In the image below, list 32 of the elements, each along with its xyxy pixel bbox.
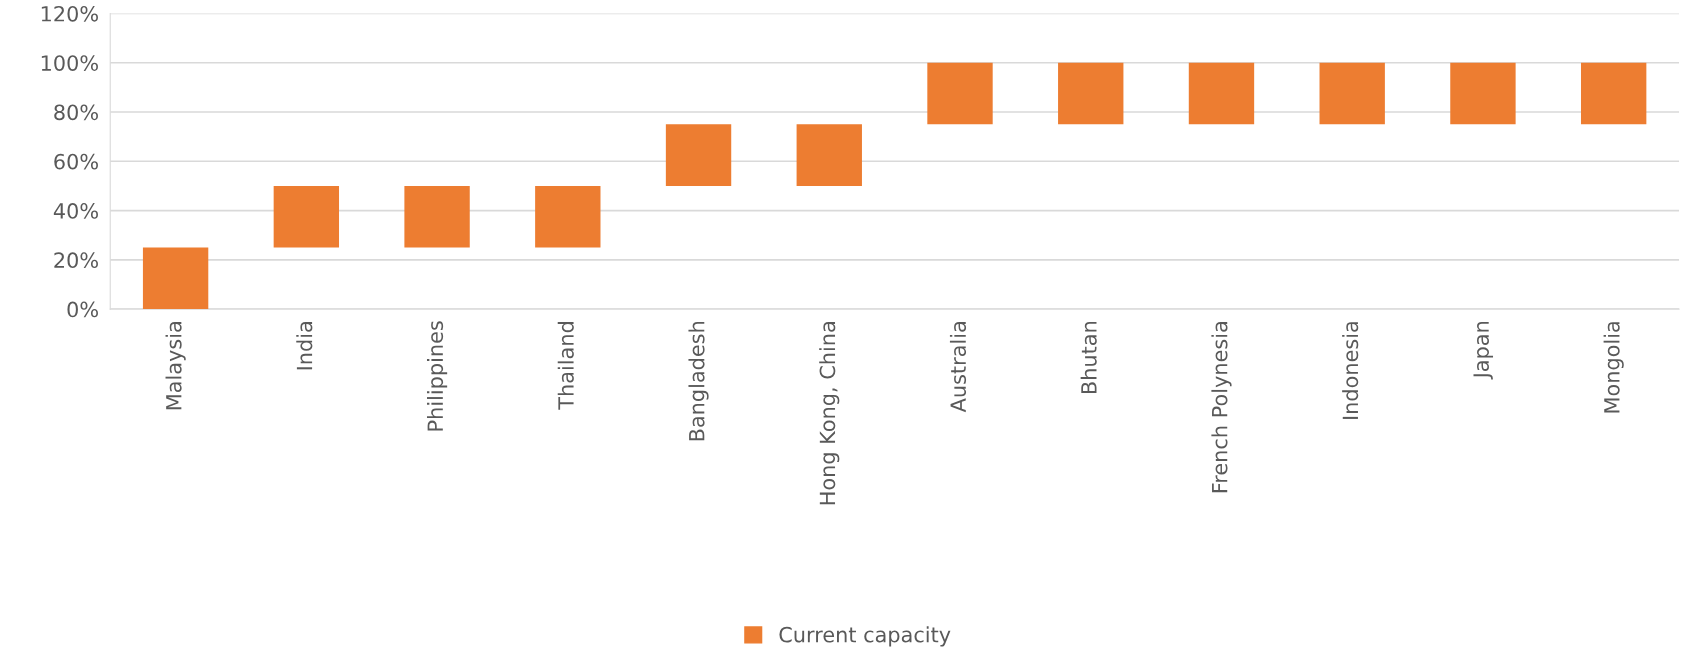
x-tick-label: Hong Kong, China bbox=[819, 322, 840, 505]
bar bbox=[1580, 62, 1647, 125]
x-tick-label: Japan bbox=[1473, 322, 1494, 380]
x-tick-label: Indonesia bbox=[1342, 322, 1359, 419]
bar bbox=[273, 185, 340, 248]
x-tick-label: Bangladesh bbox=[688, 322, 709, 441]
bar bbox=[1319, 62, 1385, 125]
y-tick-label: 40% bbox=[53, 203, 98, 219]
bar bbox=[1450, 62, 1516, 125]
legend-label: Current capacity bbox=[779, 626, 951, 647]
x-tick-label: India bbox=[296, 322, 313, 370]
y-tick-label: 120% bbox=[41, 5, 98, 22]
x-tick-label: Philippines bbox=[426, 321, 448, 431]
bar bbox=[142, 247, 209, 310]
bar bbox=[535, 185, 601, 248]
y-tick-label: 20% bbox=[54, 252, 98, 269]
bar bbox=[1058, 62, 1124, 125]
y-tick-label: 0% bbox=[67, 301, 98, 318]
y-tick-label: 60% bbox=[54, 153, 98, 170]
bar bbox=[665, 124, 732, 186]
y-tick-label: 80% bbox=[54, 104, 98, 121]
bar bbox=[1188, 62, 1255, 125]
bar bbox=[404, 185, 470, 248]
bar bbox=[927, 62, 993, 125]
x-tick-label: Australia bbox=[949, 322, 967, 413]
x-tick-label: Thailand bbox=[557, 322, 574, 410]
y-tick-label: 100% bbox=[41, 55, 98, 71]
x-tick-label: French Polynesia bbox=[1211, 322, 1232, 493]
x-tick-label: Mongolia bbox=[1603, 322, 1624, 413]
x-tick-label: Bhutan bbox=[1080, 322, 1097, 394]
x-tick-label: Malaysia bbox=[165, 322, 186, 410]
bar bbox=[796, 124, 862, 186]
